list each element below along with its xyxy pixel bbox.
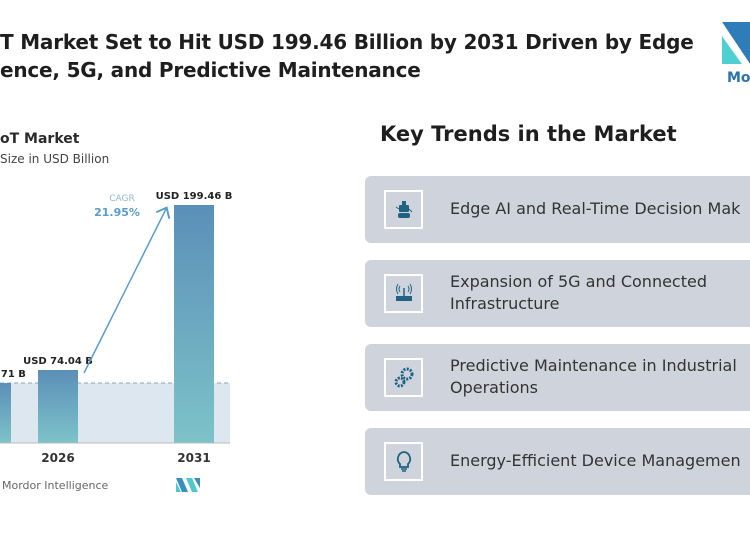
cagr-arrow [83, 209, 166, 374]
page-title-line2: ence, 5G, and Predictive Maintenance [0, 58, 421, 82]
trend-card: Edge AI and Real-Time Decision Mak [365, 176, 750, 243]
data-label-2026: USD 74.04 B [23, 356, 93, 367]
bar-5 [0, 383, 11, 443]
trend-text-line: Predictive Maintenance in Industrial [450, 356, 737, 375]
mordor-logo-icon [722, 22, 750, 64]
lightbulb-icon [384, 442, 423, 481]
trend-card: Energy-Efficient Device Managemen [365, 428, 750, 495]
chart-title: oT Market [0, 131, 80, 147]
x-tick-2031: 2031 [177, 451, 210, 465]
trend-card: Expansion of 5G and Connected Infrastruct… [365, 260, 750, 327]
trend-text-line: Operations [450, 378, 538, 397]
trend-text-line: Infrastructure [450, 294, 560, 313]
trend-text: Expansion of 5G and Connected Infrastruct… [450, 271, 707, 315]
trend-text-line: Expansion of 5G and Connected [450, 272, 707, 291]
bar-2026 [38, 370, 78, 443]
trend-text: Predictive Maintenance in Industrial Oper… [450, 355, 737, 399]
trends-heading: Key Trends in the Market [380, 122, 677, 146]
x-tick-2026: 2026 [41, 451, 74, 465]
mordor-small-logo-icon [176, 478, 200, 492]
trend-text: Energy-Efficient Device Managemen [450, 450, 741, 472]
trend-card: Predictive Maintenance in Industrial Oper… [365, 344, 750, 411]
data-label-2031: USD 199.46 B [156, 191, 233, 202]
logo-text: Mor [727, 70, 750, 86]
chart-source: Mordor Intelligence [2, 479, 109, 492]
router-antenna-icon [384, 274, 423, 313]
trend-text-line: Edge AI and Real-Time Decision Mak [450, 199, 741, 218]
robot-icon [384, 190, 423, 229]
trend-text: Edge AI and Real-Time Decision Mak [450, 198, 740, 220]
data-label-5: USD 60.71 B [0, 369, 26, 380]
cagr-value: 21.95% [94, 206, 140, 219]
bar-2031 [174, 205, 214, 443]
chart-subtitle: Size in USD Billion [0, 152, 110, 166]
gears-icon [384, 358, 423, 397]
page-title-line1: T Market Set to Hit USD 199.46 Billion b… [0, 30, 694, 54]
trend-text-line: Energy-Efficient Device Managemen [450, 451, 741, 470]
cagr-label: CAGR [109, 194, 135, 204]
